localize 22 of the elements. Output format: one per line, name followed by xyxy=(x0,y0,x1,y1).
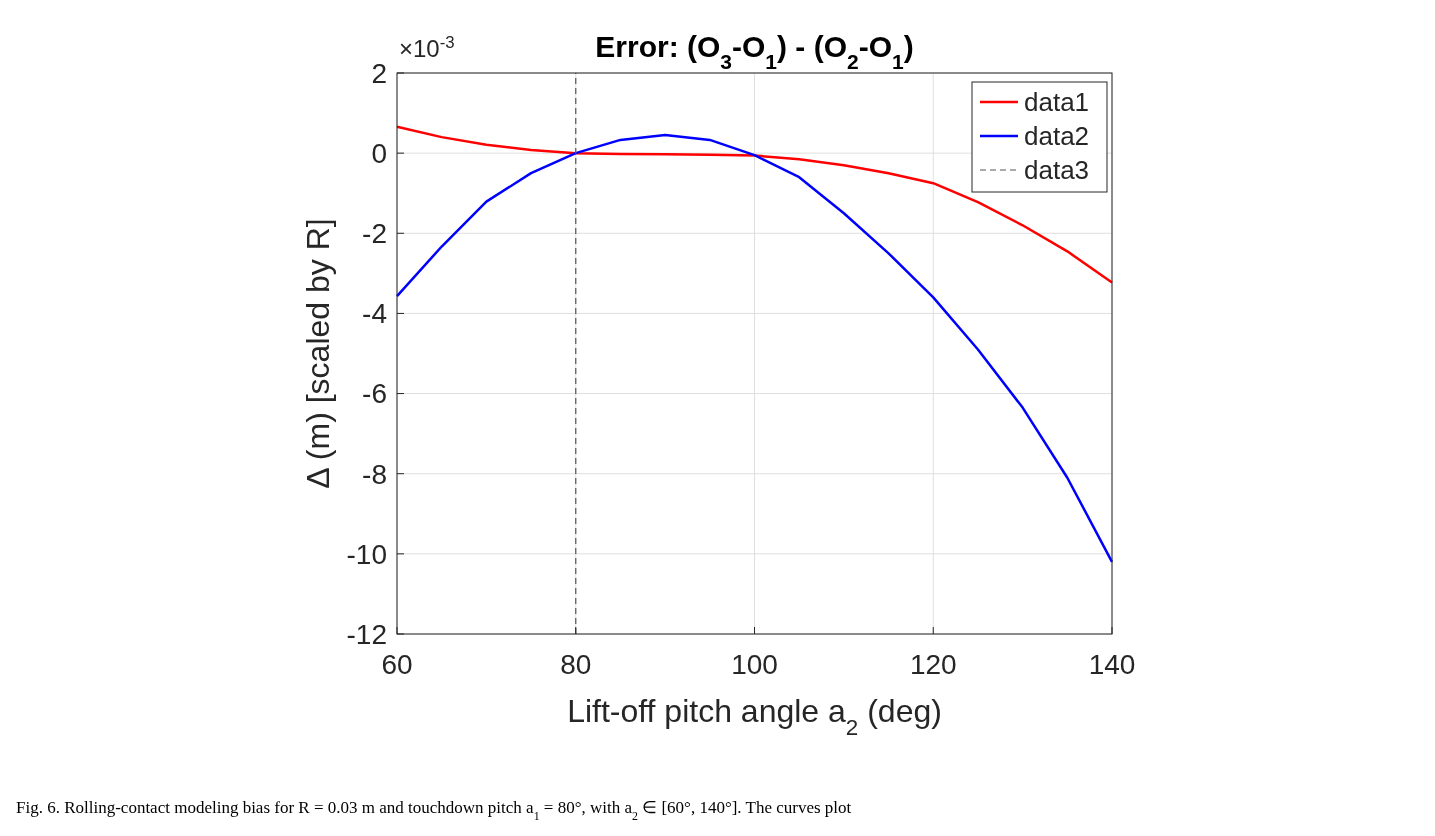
y-tick-label: 2 xyxy=(371,57,387,89)
y-tick-label: -10 xyxy=(346,538,387,570)
caption: Fig. 6. Rolling-contact modeling bias for R = 0.03 m and touchdown pitch a$_{1}$ = 80°, with a$_{2}$ ∈ [60°, 140°]. The curves plot xyxy=(16,798,852,823)
legend-label: data2 xyxy=(1024,121,1090,152)
y-tick-label: -12 xyxy=(346,618,387,650)
x-axis-title: Lift-off pitch angle a$_{2}$ (deg) xyxy=(567,693,942,740)
y-tick-label: -2 xyxy=(362,218,387,250)
x-tick-label: 80 xyxy=(560,649,592,680)
x-tick-label: 100 xyxy=(731,649,778,680)
text: ×10$^{-3}$ xyxy=(399,32,455,62)
y-tick-label: 0 xyxy=(371,137,387,169)
y-tick-label: -4 xyxy=(362,298,387,330)
legend-label: data1 xyxy=(1024,87,1090,118)
y-axis-title: Δ (m) [scaled by R] xyxy=(300,218,336,489)
y-tick-label: -6 xyxy=(362,378,387,410)
legend-label: data3 xyxy=(1024,155,1090,186)
chart-title: Error: (O$_{3}$-O$_{1}$) - (O$_{2}$-O$_{1}$) xyxy=(595,30,914,73)
x-tick-label: 140 xyxy=(1088,649,1136,680)
x-tick-label: 60 xyxy=(381,649,413,680)
y-tick-label: -8 xyxy=(362,458,387,490)
x-tick-label: 120 xyxy=(909,649,957,680)
line-series xyxy=(395,125,1114,284)
